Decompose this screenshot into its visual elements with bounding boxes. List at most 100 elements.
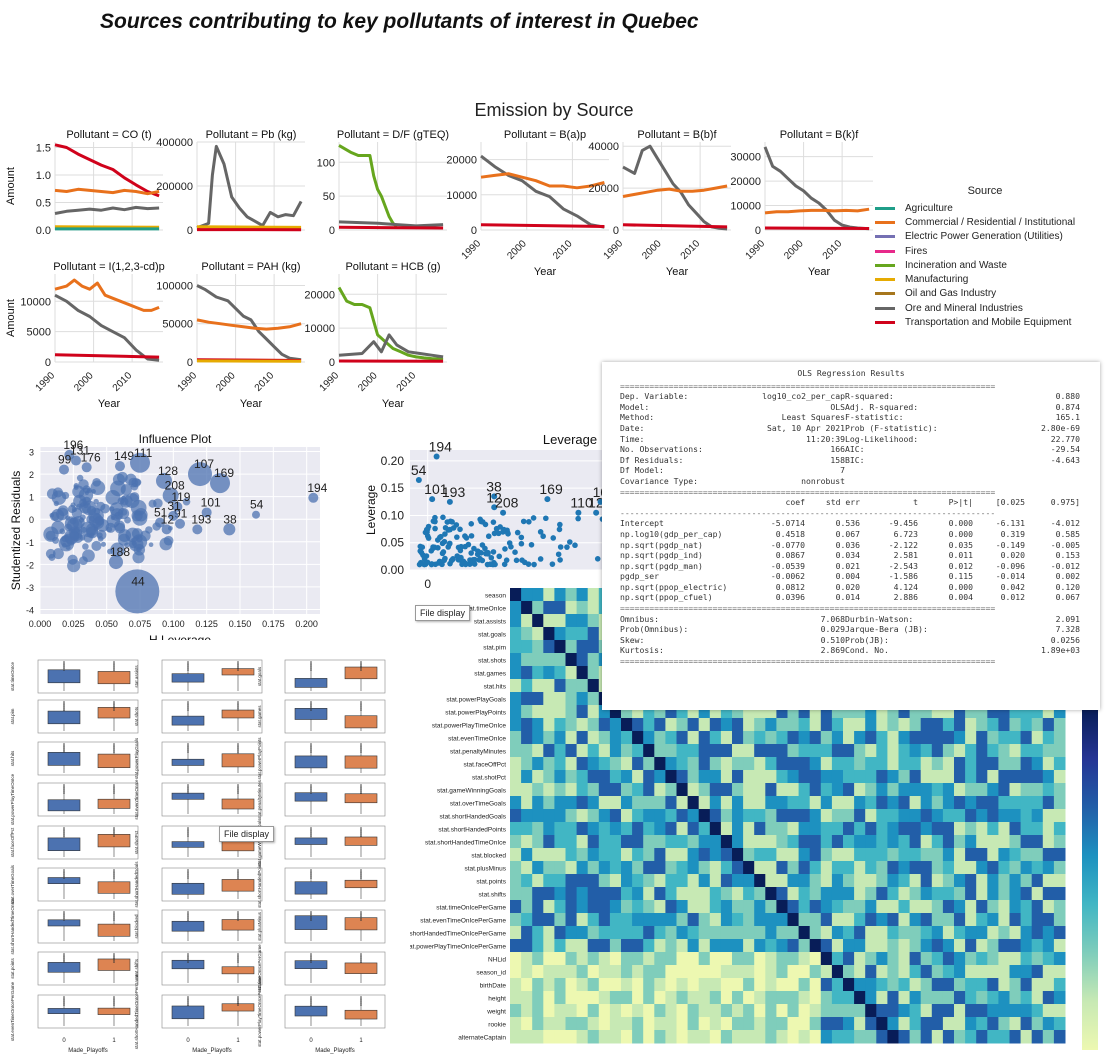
series-line bbox=[196, 318, 302, 331]
panel-y-label: stat.gameWinningGoals bbox=[257, 818, 262, 867]
table-cell: np.sqrt(pgdp_nat) bbox=[620, 539, 703, 550]
box bbox=[47, 837, 81, 852]
heatmap-cell bbox=[565, 822, 578, 836]
outlier bbox=[113, 961, 115, 963]
heatmap-row-label: stat.shortHandedTimeOnIcePerGame bbox=[410, 930, 506, 937]
heatmap-cell bbox=[765, 965, 777, 979]
outlier bbox=[113, 996, 115, 998]
heatmap-cell bbox=[598, 1017, 611, 1031]
heatmap-cell bbox=[621, 978, 633, 992]
box bbox=[171, 673, 205, 683]
heatmap-cell bbox=[1009, 770, 1022, 784]
heatmap-cell bbox=[865, 874, 877, 888]
heatmap-cell bbox=[732, 978, 744, 992]
point-label: 110 bbox=[570, 495, 593, 511]
heatmap-cell bbox=[1053, 835, 1066, 849]
heatmap-cell bbox=[510, 614, 522, 628]
heatmap-cell bbox=[765, 952, 777, 966]
heatmap-cell bbox=[987, 874, 999, 888]
labeled-point bbox=[64, 449, 75, 460]
heatmap-cell bbox=[654, 783, 666, 797]
heatmap-cell bbox=[942, 744, 955, 758]
heatmap-cell bbox=[754, 874, 766, 888]
table-cell: -0.014 bbox=[995, 571, 1025, 582]
heatmap-cell bbox=[1031, 874, 1044, 888]
outlier bbox=[310, 829, 312, 831]
heatmap-cell bbox=[876, 991, 888, 1005]
heatmap-cell bbox=[965, 822, 977, 836]
heatmap-cell bbox=[1031, 848, 1044, 862]
data-point bbox=[49, 512, 55, 518]
data-point bbox=[61, 535, 69, 543]
box bbox=[97, 958, 131, 971]
outlier bbox=[113, 1000, 115, 1002]
y-tick-label: 20000 bbox=[730, 176, 761, 188]
outlier bbox=[310, 833, 312, 835]
outlier bbox=[360, 747, 362, 749]
heatmap-cell bbox=[532, 965, 544, 979]
y-tick-label: 0 bbox=[329, 357, 335, 369]
x-axis-label: Year bbox=[808, 266, 831, 278]
table-cell: 0.0396 bbox=[775, 592, 805, 603]
boxplot-panel: stat.overTimeGoals bbox=[10, 864, 139, 904]
y-tick-label: 0 bbox=[329, 225, 335, 237]
data-point bbox=[485, 551, 491, 557]
outlier bbox=[360, 751, 362, 753]
heatmap-cell bbox=[876, 900, 888, 914]
table-cell: 0.000 bbox=[948, 518, 973, 529]
heatmap-cell bbox=[632, 978, 644, 992]
heatmap-cell bbox=[798, 718, 811, 732]
outlier bbox=[310, 919, 312, 921]
y-tick-label: 100 bbox=[317, 157, 335, 169]
heatmap-cell bbox=[587, 705, 600, 719]
heatmap-cell bbox=[709, 900, 722, 914]
heatmap-cell bbox=[987, 705, 999, 719]
heatmap-cell bbox=[665, 1030, 677, 1044]
heatmap-cell bbox=[732, 887, 744, 901]
heatmap-cell bbox=[854, 1030, 866, 1044]
heatmap-cell bbox=[665, 900, 677, 914]
heatmap-cell bbox=[687, 965, 700, 979]
heatmap-cell bbox=[954, 991, 966, 1005]
table-cell: 0.975] bbox=[1050, 497, 1080, 508]
outlier bbox=[63, 833, 65, 835]
outlier bbox=[63, 786, 65, 788]
data-point bbox=[531, 561, 537, 568]
legend-item: Commercial / Residential / Institutional bbox=[875, 215, 1105, 229]
outlier bbox=[63, 875, 65, 877]
panel-y-label: stat.plusMinus bbox=[257, 911, 262, 941]
legend-swatch bbox=[875, 249, 895, 253]
outlier bbox=[187, 959, 189, 961]
heatmap-cell bbox=[1020, 835, 1033, 849]
heatmap-cell bbox=[732, 1030, 744, 1044]
heatmap-cell bbox=[598, 900, 611, 914]
heatmap-cell bbox=[643, 1030, 655, 1044]
data-point bbox=[572, 542, 578, 549]
table-cell: Prob(Omnibus): bbox=[620, 624, 689, 635]
heatmap-cell bbox=[654, 900, 666, 914]
heatmap-cell bbox=[543, 679, 555, 693]
heatmap-cell bbox=[776, 991, 788, 1005]
heatmap-cell bbox=[632, 783, 644, 797]
table-cell: np.sqrt(pgdp_man) bbox=[620, 560, 703, 571]
heatmap-cell bbox=[1009, 796, 1022, 810]
heatmap-cell bbox=[743, 1030, 755, 1044]
panel-y-label: stat.powerPlayGoals bbox=[134, 737, 139, 779]
point-label: 10 bbox=[593, 484, 605, 500]
heatmap-cell bbox=[598, 744, 611, 758]
heatmap-cell bbox=[676, 718, 689, 732]
heatmap-cell bbox=[843, 952, 855, 966]
outlier bbox=[237, 953, 239, 955]
box bbox=[344, 1009, 378, 1020]
heatmap-cell bbox=[1042, 887, 1055, 901]
data-point bbox=[134, 478, 142, 486]
point-label: 188 bbox=[110, 545, 130, 559]
table-cell: 0.036 bbox=[835, 539, 860, 550]
heatmap-cell bbox=[954, 1017, 966, 1031]
panel-background bbox=[197, 274, 305, 362]
heatmap-cell bbox=[621, 965, 633, 979]
table-cell: 165.1 bbox=[1055, 412, 1080, 423]
outlier bbox=[63, 749, 65, 751]
boxplot-panel: stat.goals bbox=[257, 659, 386, 694]
series-line bbox=[54, 205, 160, 215]
